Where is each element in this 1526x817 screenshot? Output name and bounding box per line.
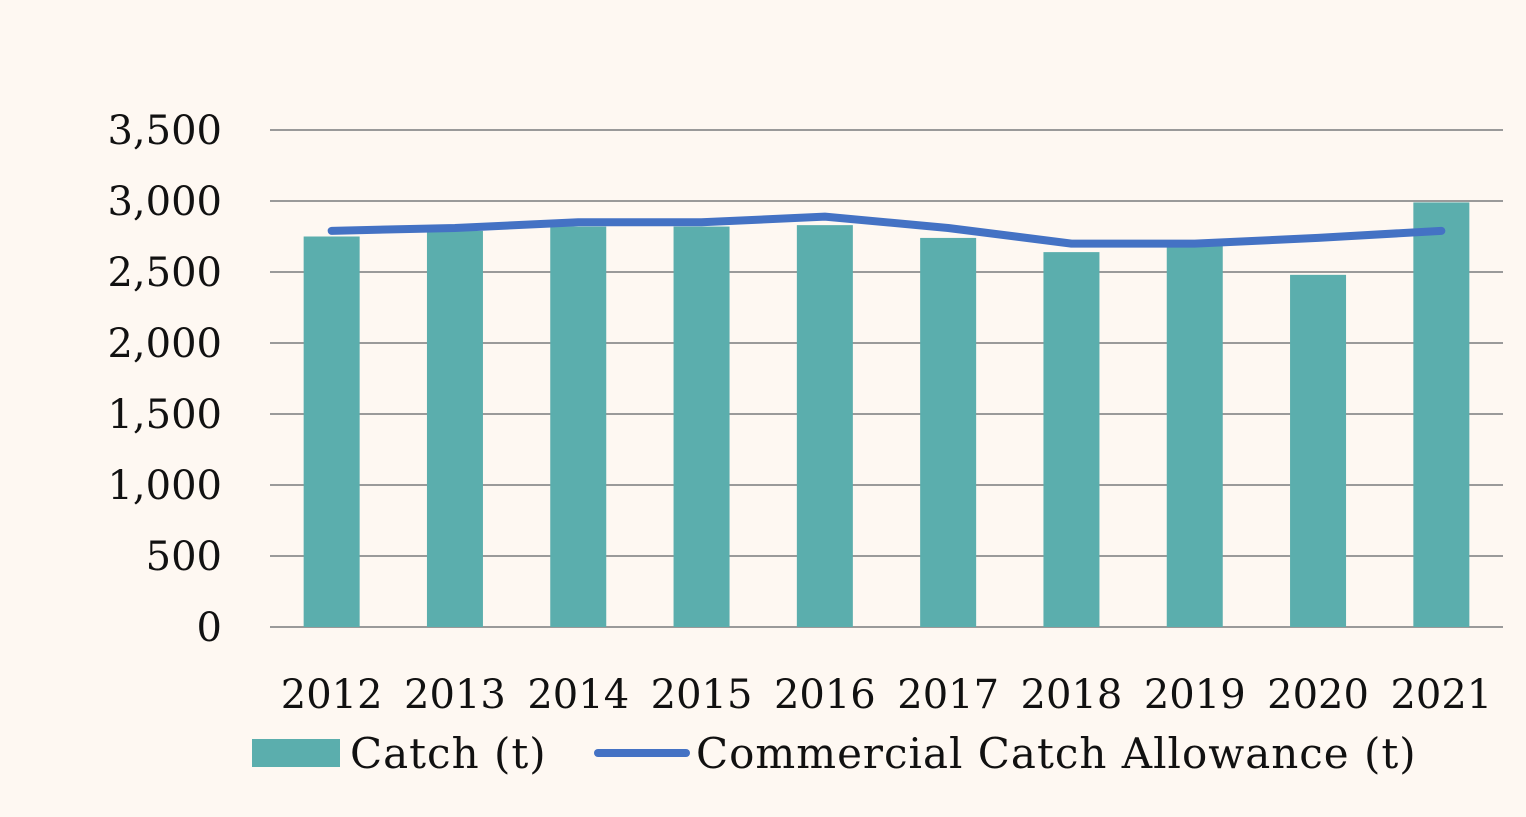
y-tick-label: 3,000 (107, 179, 222, 225)
line-commercial-catch-allowance (332, 217, 1442, 244)
bar-2019 (1167, 244, 1223, 627)
legend-label-catch: Catch (t) (350, 729, 547, 778)
line-series-allowance (332, 217, 1442, 244)
x-tick-label: 2015 (651, 672, 753, 718)
bar-2021 (1413, 202, 1469, 627)
bar-2020 (1290, 275, 1346, 627)
y-tick-label: 0 (197, 605, 222, 651)
y-tick-label: 2,000 (107, 321, 222, 367)
y-axis-tick-labels: 0 500 1,000 1,500 2,000 2,500 3,000 3,500 (107, 108, 222, 651)
y-tick-label: 2,500 (107, 250, 222, 296)
x-tick-label: 2012 (281, 672, 383, 718)
bar-2014 (550, 227, 606, 627)
legend: Catch (t) Commercial Catch Allowance (t) (252, 729, 1417, 778)
bar-2013 (427, 231, 483, 627)
bar-2016 (797, 225, 853, 627)
x-tick-label: 2013 (404, 672, 506, 718)
x-axis-tick-labels: 2012 2013 2014 2015 2016 2017 2018 2019 2020 2021 (281, 672, 1492, 718)
bar-2012 (304, 237, 360, 628)
legend-label-allowance: Commercial Catch Allowance (t) (696, 729, 1417, 778)
x-tick-label: 2014 (527, 672, 629, 718)
y-tick-label: 1,000 (107, 463, 222, 509)
y-tick-label: 500 (146, 534, 222, 580)
x-tick-label: 2020 (1267, 672, 1369, 718)
x-tick-label: 2018 (1021, 672, 1123, 718)
x-tick-label: 2016 (774, 672, 876, 718)
x-tick-label: 2021 (1390, 672, 1492, 718)
legend-swatch-catch (252, 739, 340, 767)
bar-2017 (920, 238, 976, 627)
y-tick-label: 1,500 (107, 392, 222, 438)
x-tick-label: 2019 (1144, 672, 1246, 718)
x-tick-label: 2017 (897, 672, 999, 718)
bar-2015 (674, 227, 730, 627)
y-tick-label: 3,500 (107, 108, 222, 154)
bar-2018 (1043, 252, 1099, 627)
